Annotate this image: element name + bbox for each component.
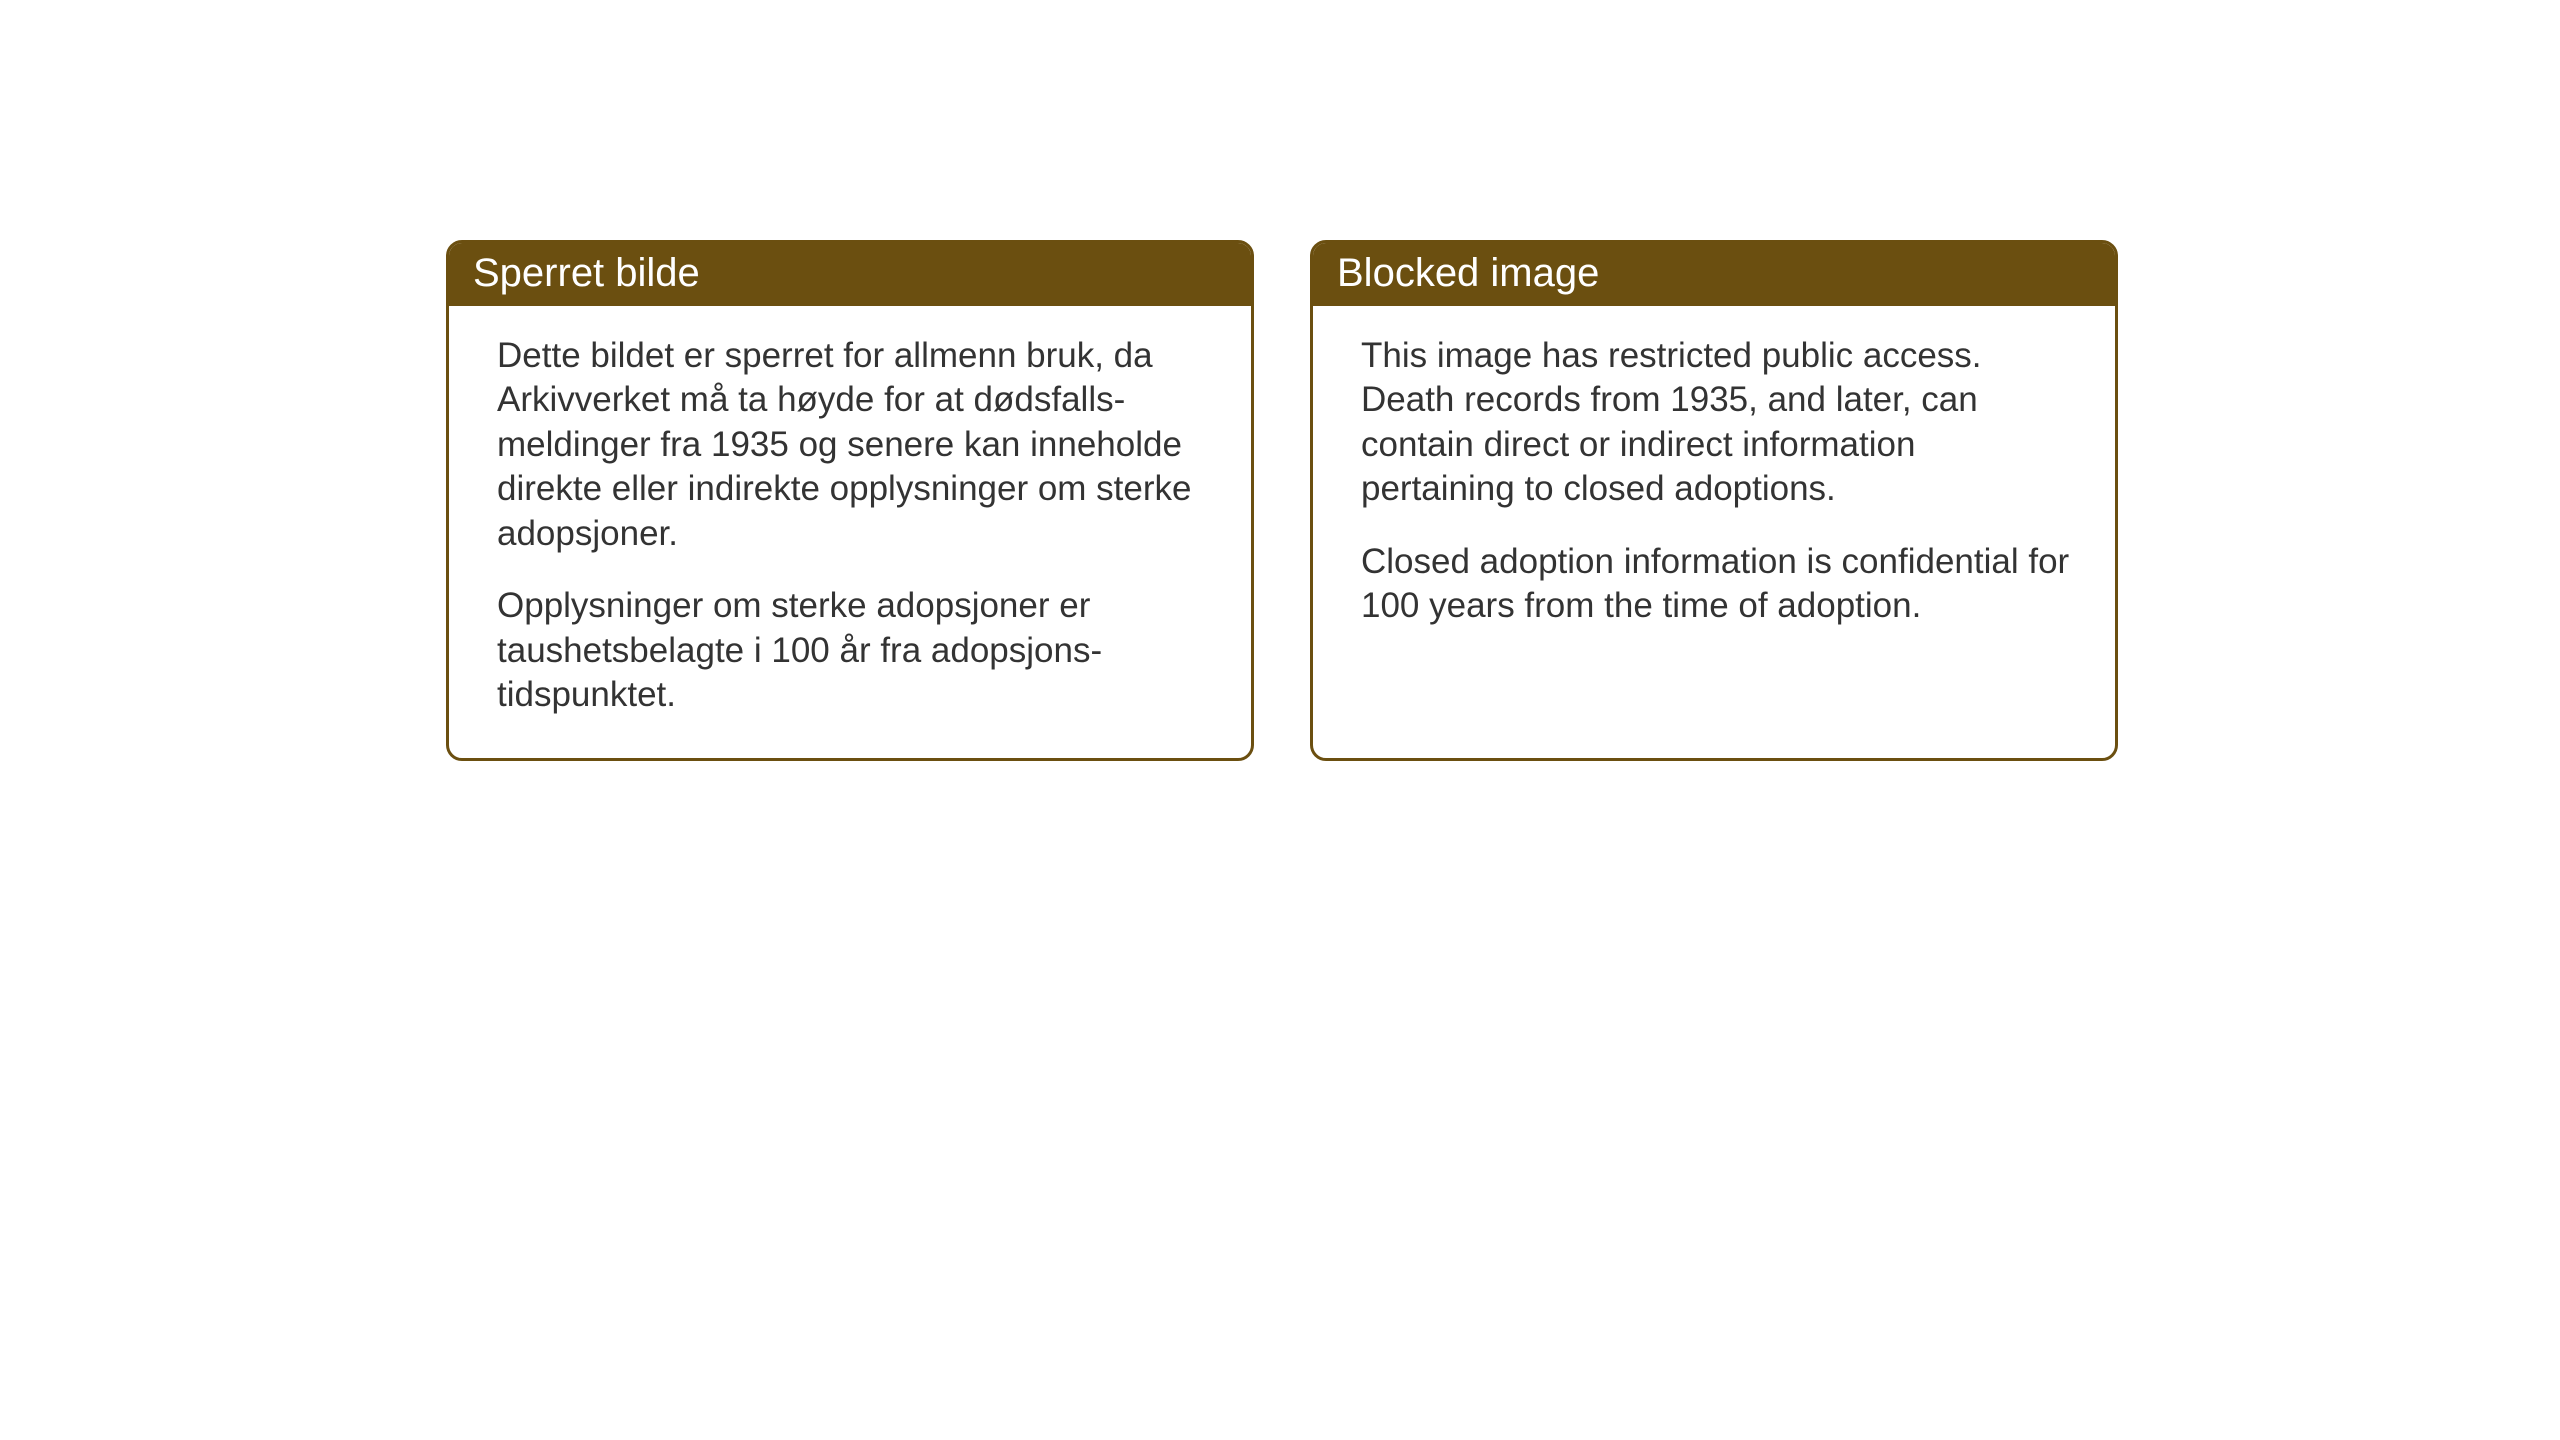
notice-container: Sperret bilde Dette bildet er sperret fo… <box>446 240 2118 761</box>
card-paragraph-english-2: Closed adoption information is confident… <box>1361 540 2075 629</box>
card-body-english: This image has restricted public access.… <box>1313 306 2115 669</box>
card-header-norwegian: Sperret bilde <box>449 243 1251 306</box>
card-header-english: Blocked image <box>1313 243 2115 306</box>
card-body-norwegian: Dette bildet er sperret for allmenn bruk… <box>449 306 1251 758</box>
card-paragraph-english-1: This image has restricted public access.… <box>1361 334 2075 512</box>
card-paragraph-norwegian-2: Opplysninger om sterke adopsjoner er tau… <box>497 584 1211 717</box>
card-paragraph-norwegian-1: Dette bildet er sperret for allmenn bruk… <box>497 334 1211 556</box>
card-title-norwegian: Sperret bilde <box>473 251 700 295</box>
card-title-english: Blocked image <box>1337 251 1599 295</box>
notice-card-norwegian: Sperret bilde Dette bildet er sperret fo… <box>446 240 1254 761</box>
notice-card-english: Blocked image This image has restricted … <box>1310 240 2118 761</box>
